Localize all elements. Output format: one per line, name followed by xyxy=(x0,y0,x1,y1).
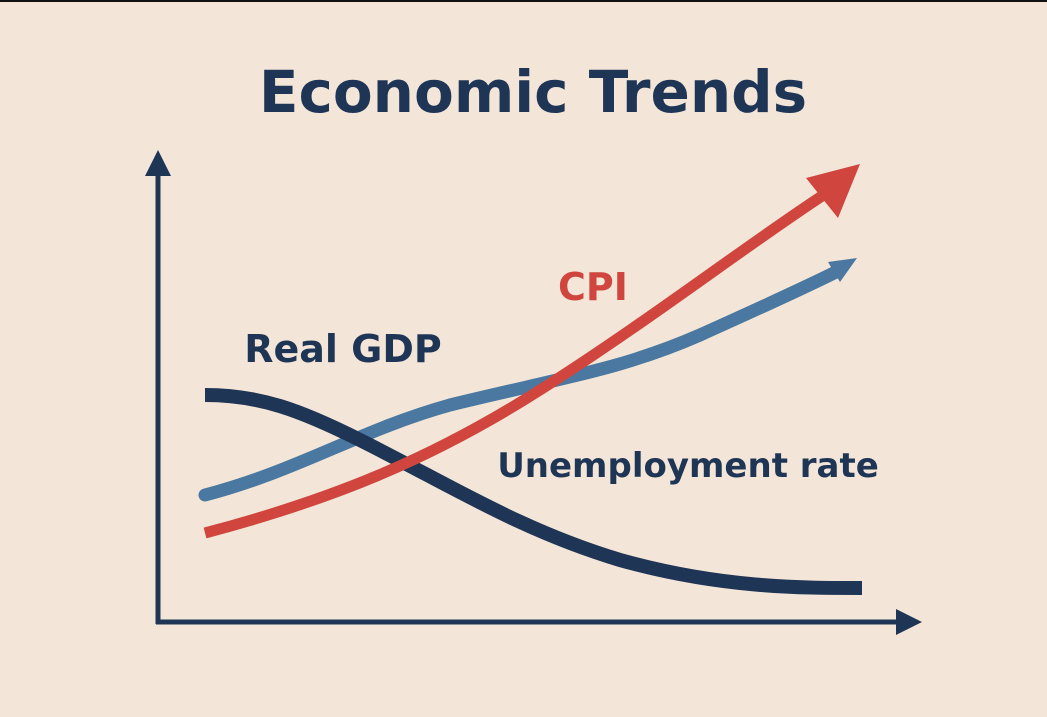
cpi-arrow xyxy=(806,164,860,218)
cpi-curve xyxy=(203,191,826,539)
unemployment-label: Unemployment rate xyxy=(497,446,879,486)
cpi-label: CPI xyxy=(558,265,628,309)
top-border xyxy=(0,0,1047,2)
gdp-label: Real GDP xyxy=(244,327,442,371)
x-axis-arrow xyxy=(896,609,922,635)
title: Economic Trends xyxy=(259,58,807,126)
y-axis-arrow xyxy=(145,150,171,176)
gdp-arrow xyxy=(828,258,857,282)
unemployment-curve xyxy=(204,388,863,595)
